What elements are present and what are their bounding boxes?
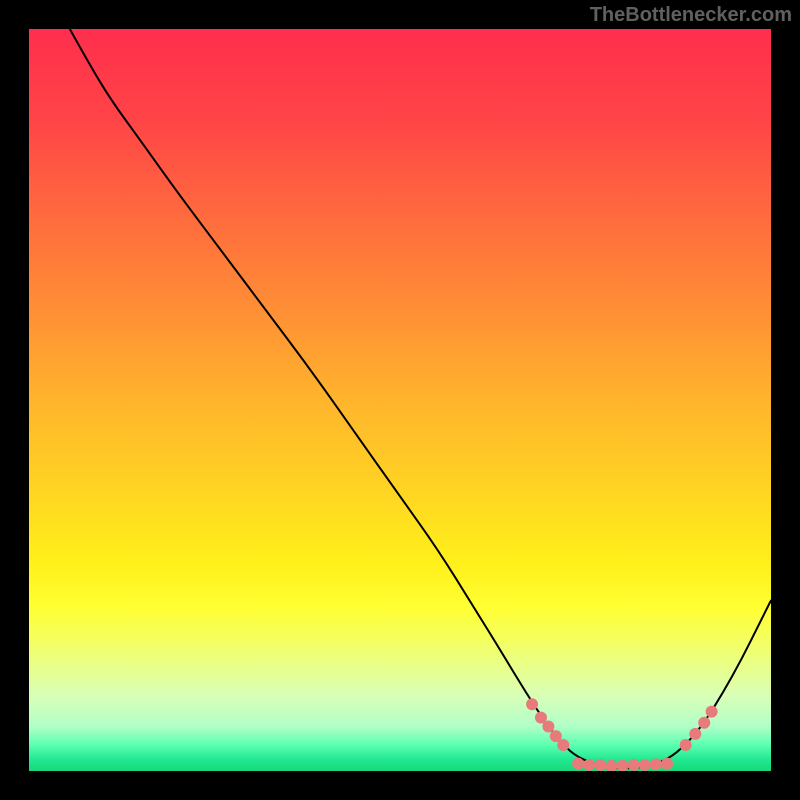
curve-marker: [628, 759, 640, 771]
curve-marker: [680, 739, 692, 751]
curve-marker: [526, 698, 538, 710]
bottleneck-curve: [70, 29, 771, 768]
curve-marker: [698, 717, 710, 729]
curve-marker: [650, 758, 662, 770]
curve-marker: [594, 759, 606, 771]
curve-marker: [572, 758, 584, 770]
chart-svg-layer: [29, 29, 771, 771]
chart-plot-area: [29, 29, 771, 771]
curve-marker: [639, 759, 651, 771]
curve-marker: [542, 720, 554, 732]
curve-marker: [583, 759, 595, 771]
curve-marker: [689, 728, 701, 740]
curve-marker: [661, 758, 673, 770]
curve-marker: [617, 760, 629, 771]
curve-marker: [706, 706, 718, 718]
curve-marker: [605, 760, 617, 771]
curve-marker: [557, 739, 569, 751]
watermark-text: TheBottlenecker.com: [590, 4, 792, 27]
